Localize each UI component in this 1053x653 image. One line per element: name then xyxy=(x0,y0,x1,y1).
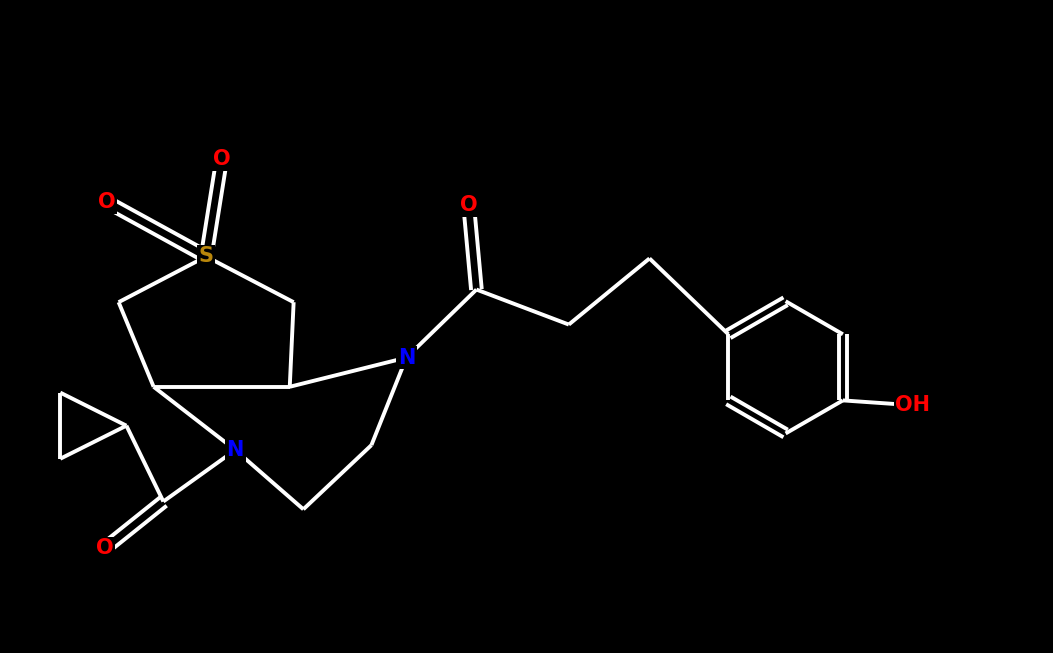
Text: OH: OH xyxy=(895,395,931,415)
Text: O: O xyxy=(98,192,116,212)
Text: N: N xyxy=(398,347,415,368)
Text: O: O xyxy=(460,195,477,215)
Text: O: O xyxy=(213,150,231,169)
Text: S: S xyxy=(199,246,214,266)
Text: N: N xyxy=(226,440,244,460)
Text: O: O xyxy=(96,538,114,558)
